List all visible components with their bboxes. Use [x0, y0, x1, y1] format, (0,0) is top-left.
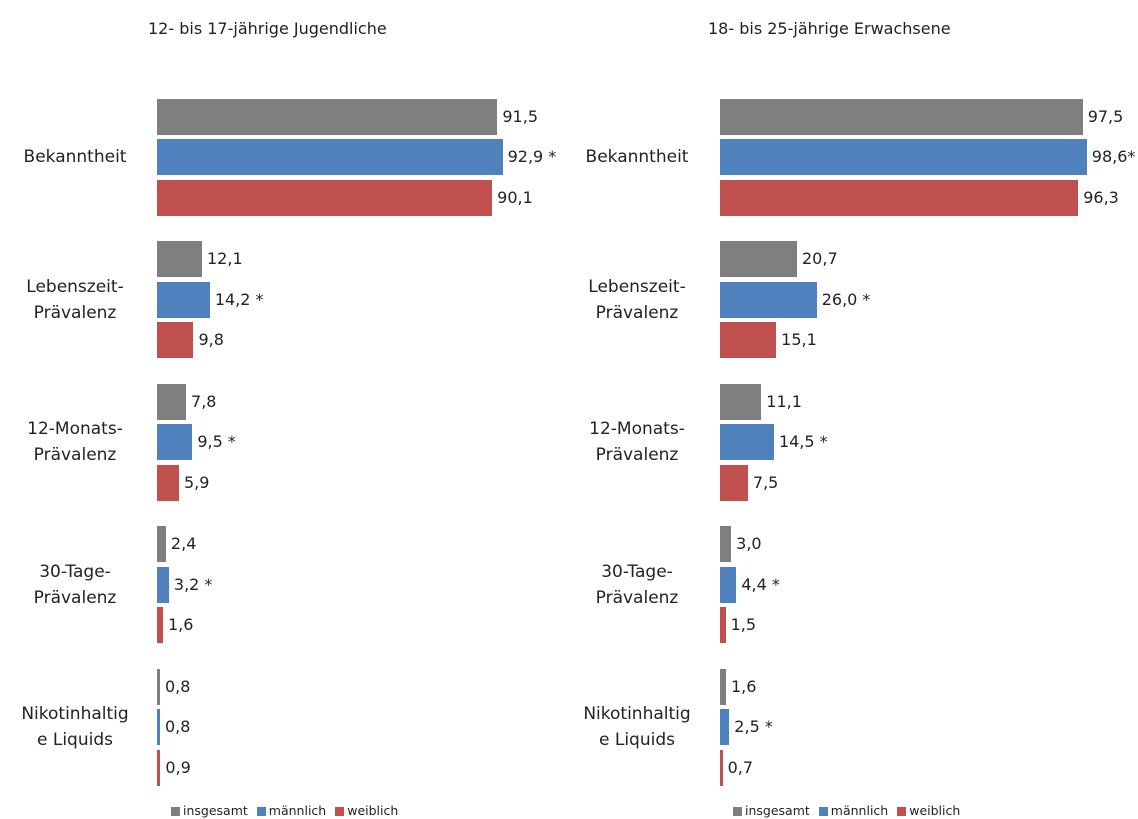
bar	[157, 322, 194, 358]
value-label: 11,1	[766, 391, 802, 411]
value-label: 9,5 *	[197, 432, 236, 451]
bar	[720, 464, 748, 501]
bar	[157, 566, 169, 603]
legend-text: insgesamt	[183, 803, 248, 818]
value-label: 0,9	[165, 757, 191, 777]
chart-title: 12- bis 17-jährige Jugendliche	[148, 19, 387, 38]
legend-item: männlich	[818, 803, 889, 818]
bar	[720, 526, 732, 562]
value-label: 20,7	[802, 249, 838, 268]
bar	[720, 383, 762, 420]
bar	[157, 749, 161, 786]
category-label: Nikotinhaltig e Liquids	[21, 704, 129, 750]
legend-swatch	[171, 807, 180, 816]
value-label: 2,4	[170, 534, 197, 553]
bar	[157, 607, 163, 643]
value-label: 1,6	[167, 615, 194, 634]
legend: insgesamt männlich weiblich	[733, 803, 969, 818]
bar	[720, 322, 777, 358]
bar	[157, 179, 493, 216]
value-label: 12,1	[207, 249, 243, 268]
bar	[720, 566, 737, 603]
value-label: 0,8	[164, 676, 191, 696]
legend-swatch	[897, 807, 907, 816]
value-label: 92,9 *	[507, 147, 557, 166]
legend-item: männlich	[256, 803, 327, 818]
legend-swatch	[733, 807, 742, 816]
value-label: 15,1	[781, 330, 817, 349]
value-label: 3,2 *	[173, 574, 213, 594]
legend-text: insgesamt	[745, 803, 810, 818]
value-label: 0,7	[727, 757, 754, 777]
bar	[720, 749, 723, 786]
bar	[157, 281, 210, 318]
value-label: 2,5 *	[734, 717, 773, 736]
legend-text: männlich	[268, 803, 327, 818]
category-label: 30-Tage- Prävalenz	[595, 561, 679, 608]
bar	[720, 179, 1079, 216]
bar	[157, 668, 160, 705]
bar	[157, 139, 503, 175]
category-label: Lebenszeit- Prävalenz	[26, 276, 124, 323]
value-label: 26,0 *	[821, 289, 871, 309]
legend-text: weiblich	[909, 803, 961, 818]
bar	[157, 424, 193, 460]
legend-swatch	[335, 807, 345, 816]
value-label: 14,2 *	[214, 289, 264, 309]
category-label: 12-Monats- Prävalenz	[27, 419, 123, 465]
legend-item: weiblich	[897, 803, 960, 818]
value-label: 90,1	[497, 187, 533, 207]
legend-item: insgesamt	[171, 803, 248, 818]
category-label: Bekanntheit	[23, 147, 127, 167]
category-label: Lebenszeit- Prävalenz	[588, 276, 686, 323]
value-label: 1,5	[730, 615, 757, 634]
legend-swatch	[818, 807, 828, 816]
value-label: 4,4 *	[741, 574, 780, 594]
legend-item: insgesamt	[733, 803, 810, 818]
category-label: Nikotinhaltig e Liquids	[583, 704, 691, 750]
category-label: 30-Tage- Prävalenz	[33, 561, 117, 608]
value-label: 14,5 *	[778, 432, 828, 451]
value-label: 3,0	[736, 534, 762, 553]
bar	[720, 98, 1083, 135]
legend-text: männlich	[830, 803, 889, 818]
value-label: 5,9	[183, 472, 210, 492]
value-label: 1,6	[730, 676, 757, 696]
category-label: Bekanntheit	[585, 147, 689, 167]
value-label: 7,8	[191, 391, 217, 411]
bar	[157, 464, 179, 501]
value-label: 91,5	[502, 106, 538, 126]
legend-swatch	[256, 807, 266, 816]
bar	[157, 98, 498, 135]
bar	[157, 241, 202, 277]
bar	[720, 709, 730, 745]
bar	[157, 383, 187, 420]
legend: insgesamt männlich weiblich	[171, 803, 407, 818]
bar	[720, 668, 726, 705]
bar	[720, 607, 726, 643]
value-label: 98,6*	[1091, 147, 1136, 166]
bar	[157, 709, 160, 745]
value-label: 96,3	[1083, 187, 1119, 207]
bar	[720, 139, 1087, 175]
legend-item: weiblich	[335, 803, 398, 818]
value-label: 7,5	[752, 472, 779, 492]
bar	[157, 526, 166, 562]
legend-text: weiblich	[347, 803, 399, 818]
bar	[720, 281, 817, 318]
category-label: 12-Monats- Prävalenz	[589, 419, 685, 465]
bar	[720, 424, 774, 460]
bar	[720, 241, 797, 277]
value-label: 9,8	[198, 330, 224, 349]
chart-title: 18- bis 25-jährige Erwachsene	[708, 19, 951, 38]
value-label: 97,5	[1087, 106, 1124, 126]
value-label: 0,8	[164, 717, 191, 736]
